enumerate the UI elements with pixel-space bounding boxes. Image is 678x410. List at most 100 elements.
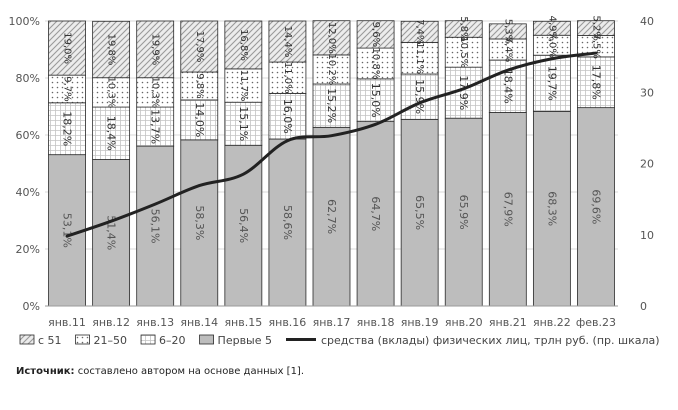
source-note: Источник: составлено автором на основе д… <box>16 366 304 377</box>
bar-segment <box>268 138 307 307</box>
data-label: 7,4% <box>502 37 513 62</box>
data-label: 4,9% <box>546 16 557 41</box>
data-label: 19,8% <box>106 34 117 66</box>
data-label: 11,7% <box>238 70 249 102</box>
legend: с 51 21–50 6–20 Первые 5 средства (вклады) ф… <box>19 334 660 347</box>
bar-segment <box>224 144 263 307</box>
data-label: 10,2% <box>326 54 337 86</box>
data-label: 11,1% <box>414 42 425 74</box>
bar-segment <box>48 102 86 156</box>
category-label: янв.18 <box>357 316 395 329</box>
data-label: 67,9% <box>501 192 514 227</box>
data-label: 53,1% <box>61 213 74 248</box>
right-tick-label: 0 <box>640 300 647 313</box>
category-label: янв.17 <box>313 316 351 329</box>
legend-label: 6–20 <box>159 334 186 347</box>
left-tick-label: 20% <box>16 243 40 256</box>
data-label: 9,6% <box>370 22 381 47</box>
bar-segment <box>312 83 351 128</box>
bar-segment <box>444 20 483 38</box>
data-label: 15,9% <box>413 79 426 114</box>
category-label: янв.21 <box>489 316 527 329</box>
data-labels: 53,1% 18,2% 9,7% 19,0% 51,4% 18,4% 10,3% 19,8% 5… <box>61 15 603 250</box>
legend-label: 21–50 <box>94 334 128 347</box>
bar-segment <box>180 71 219 101</box>
bar-segment <box>312 126 351 307</box>
right-tick-label: 10 <box>640 229 654 242</box>
right-tick-label: 20 <box>640 158 654 171</box>
bar-segment <box>488 23 527 40</box>
data-label: 19,0% <box>62 32 73 64</box>
bar-segment <box>92 77 131 108</box>
bar-segment <box>356 78 395 123</box>
category-label: янв.19 <box>401 316 439 329</box>
category-label: янв.15 <box>224 316 262 329</box>
category-label: янв.16 <box>269 316 307 329</box>
bar-segment <box>312 20 351 56</box>
data-label: 19,7% <box>545 66 558 101</box>
bar-segment <box>136 106 175 147</box>
bar-segment <box>444 36 483 68</box>
legend-swatch <box>140 334 156 345</box>
bar-segment <box>577 20 615 36</box>
legend-label: Первые 5 <box>218 334 272 347</box>
bars <box>48 20 615 307</box>
bar-segment <box>268 92 307 140</box>
bar-segment <box>224 20 263 70</box>
data-label: 51,4% <box>105 215 118 250</box>
source-label: Источник: <box>16 366 75 377</box>
data-label: 10,3% <box>150 77 161 109</box>
data-label: 17,9% <box>194 31 205 63</box>
data-label: 9,7% <box>62 76 73 101</box>
data-label: 15,0% <box>369 83 382 118</box>
data-label: 14,0% <box>193 102 206 137</box>
data-label: 10,5% <box>458 36 469 68</box>
category-label: фев.23 <box>576 316 616 329</box>
data-label: 58,3% <box>193 205 206 240</box>
data-label: 10,3% <box>106 77 117 109</box>
data-label: 16,8% <box>238 29 249 61</box>
legend-label: средства (вклады) физических лиц, трлн р… <box>321 334 660 347</box>
deposit-line <box>65 51 598 238</box>
bar-segment <box>400 20 439 43</box>
category-label: янв.20 <box>445 316 483 329</box>
left-tick-label: 40% <box>16 186 40 199</box>
bar-segment <box>268 61 307 94</box>
bar-segment <box>268 20 307 63</box>
data-label: 62,7% <box>325 199 338 234</box>
legend-swatch <box>19 334 35 345</box>
legend-swatch <box>199 334 214 345</box>
category-label: янв.12 <box>92 316 130 329</box>
category-label: янв.14 <box>180 316 218 329</box>
data-label: 11,0% <box>282 62 293 94</box>
bar-segment <box>48 20 86 76</box>
data-label: 5,3% <box>502 19 513 44</box>
data-label: 12,0% <box>326 22 337 54</box>
bar-segment <box>180 139 219 307</box>
data-label: 17,9% <box>457 75 470 110</box>
bar-segment <box>48 74 86 104</box>
bar-segment <box>136 77 175 108</box>
bar-segment <box>356 47 395 80</box>
data-label: 68,3% <box>545 191 558 226</box>
data-label: 64,7% <box>369 196 382 231</box>
bar-segment <box>577 107 615 307</box>
data-label: 13,7% <box>149 109 162 144</box>
right-tick-label: 30 <box>640 86 654 99</box>
category-label: янв.13 <box>136 316 174 329</box>
data-label: 19,9% <box>150 33 161 65</box>
data-label: 56,1% <box>149 209 162 244</box>
data-label: 65,5% <box>413 195 426 230</box>
bar-segment <box>400 41 439 75</box>
data-label: 15,1% <box>237 106 250 141</box>
bar-segment <box>180 99 219 141</box>
category-label: янв.11 <box>48 316 86 329</box>
data-label: 9,8% <box>194 73 205 98</box>
data-label: 18,4% <box>105 116 118 151</box>
data-label: 17,8% <box>589 65 602 100</box>
legend-label: с 51 <box>38 334 62 347</box>
bar-segment <box>180 20 219 73</box>
data-label: 5,2% <box>590 15 601 40</box>
bar-segment <box>532 20 571 36</box>
